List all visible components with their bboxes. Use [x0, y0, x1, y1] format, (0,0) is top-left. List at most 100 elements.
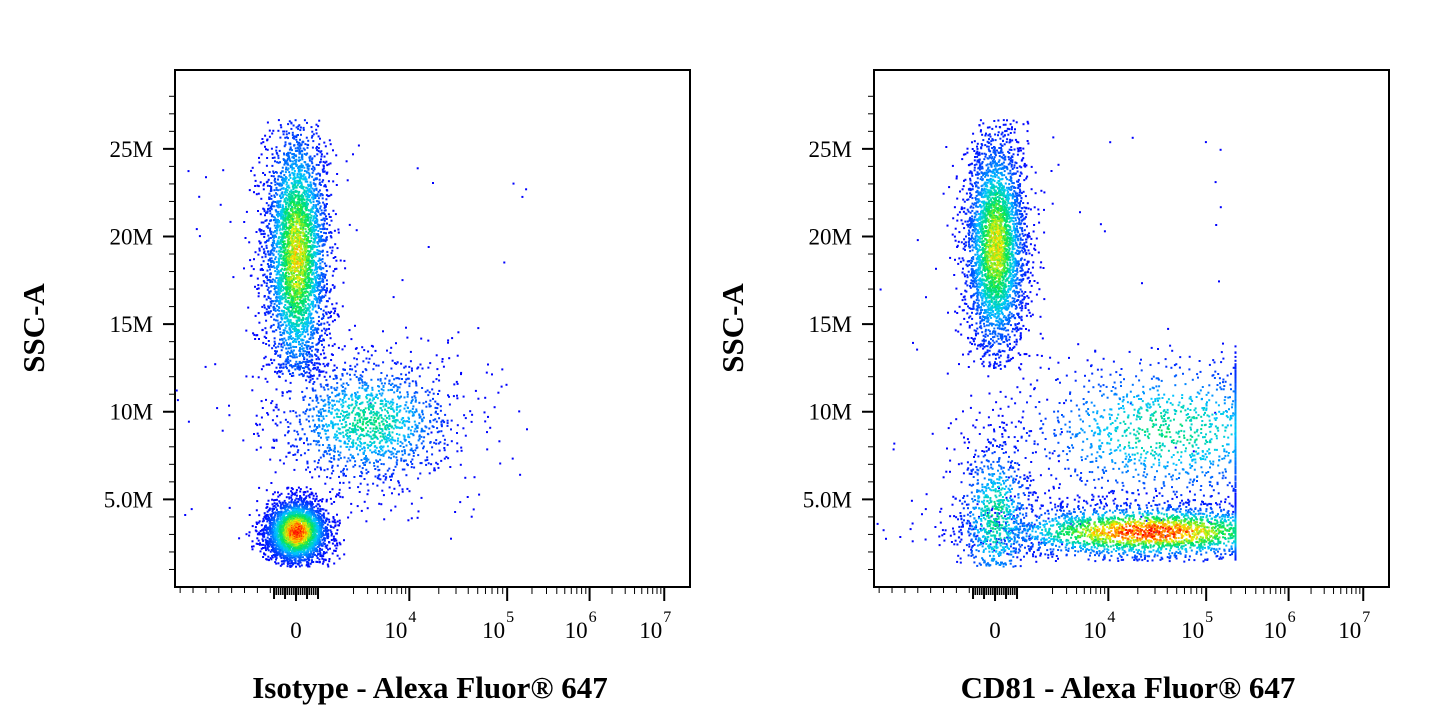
- data-point: [399, 440, 402, 443]
- data-point: [325, 527, 328, 530]
- data-point: [429, 419, 432, 422]
- data-point: [303, 442, 305, 445]
- data-point: [289, 342, 292, 345]
- data-point: [297, 182, 300, 185]
- data-point: [339, 495, 342, 498]
- data-point: [362, 360, 365, 363]
- data-point: [258, 321, 261, 324]
- data-point: [324, 311, 327, 314]
- data-point: [354, 460, 357, 463]
- data-point: [285, 324, 288, 327]
- data-point: [313, 283, 316, 286]
- data-point: [369, 440, 372, 443]
- data-point: [298, 510, 300, 512]
- data-point: [374, 451, 377, 454]
- data-point: [438, 430, 441, 433]
- data-point: [304, 371, 307, 374]
- data-point: [390, 405, 393, 408]
- data-point: [260, 221, 263, 224]
- data-point: [306, 143, 309, 146]
- data-point: [277, 154, 280, 157]
- data-point: [289, 346, 292, 349]
- data-point: [319, 515, 322, 518]
- data-point: [303, 452, 306, 455]
- data-point: [409, 429, 412, 432]
- data-point: [318, 561, 321, 563]
- data-point: [322, 519, 325, 522]
- data-point: [355, 396, 358, 399]
- data-point: [384, 435, 387, 438]
- data-point: [308, 381, 311, 384]
- data-point: [308, 548, 311, 551]
- data-point: [325, 384, 328, 386]
- data-point: [411, 398, 414, 401]
- data-point: [306, 437, 308, 440]
- data-point: [349, 459, 352, 462]
- data-point: [274, 270, 277, 273]
- data-point: [289, 143, 292, 146]
- data-point: [433, 469, 436, 472]
- data-point: [317, 518, 320, 521]
- data-point: [267, 239, 270, 242]
- data-point: [334, 310, 336, 313]
- data-point: [257, 312, 260, 315]
- data-point: [278, 307, 281, 309]
- data-point: [358, 382, 361, 385]
- data-point: [311, 210, 314, 213]
- data-point: [331, 391, 334, 394]
- data-point: [256, 288, 259, 290]
- data-point: [462, 395, 465, 398]
- data-point: [338, 428, 341, 430]
- data-point: [420, 496, 423, 499]
- data-point: [285, 347, 288, 350]
- data-point: [320, 240, 323, 243]
- data-point: [310, 160, 313, 163]
- data-point: [338, 541, 341, 544]
- data-point: [302, 493, 305, 496]
- data-point: [316, 149, 319, 152]
- data-point: [275, 285, 278, 288]
- data-point: [368, 412, 371, 415]
- data-point: [275, 226, 278, 229]
- data-point: [370, 444, 373, 446]
- data-point: [275, 188, 278, 191]
- data-point: [311, 278, 314, 280]
- data-point: [269, 253, 272, 256]
- data-point: [377, 475, 380, 478]
- data-point: [262, 260, 265, 263]
- data-point: [324, 545, 327, 548]
- data-point: [274, 514, 277, 517]
- data-point: [253, 333, 256, 336]
- data-point: [364, 389, 367, 392]
- data-point: [286, 344, 289, 347]
- data-point: [267, 540, 270, 543]
- data-point: [335, 438, 338, 441]
- data-point: [310, 126, 313, 129]
- data-point: [255, 509, 258, 512]
- data-point: [309, 306, 312, 309]
- data-point: [305, 163, 308, 166]
- data-point: [314, 197, 317, 199]
- data-point: [290, 445, 292, 448]
- data-point: [286, 487, 289, 490]
- data-point: [325, 237, 328, 240]
- data-point: [315, 221, 318, 224]
- data-point: [291, 562, 293, 565]
- data-point: [273, 249, 276, 252]
- data-point: [400, 362, 403, 365]
- data-point: [313, 275, 316, 278]
- data-point: [315, 173, 318, 176]
- data-point: [328, 558, 331, 560]
- data-point: [356, 397, 359, 400]
- data-point: [295, 565, 297, 568]
- data-point: [341, 496, 344, 499]
- data-point: [367, 393, 370, 396]
- data-point: [288, 364, 291, 367]
- data-point: [333, 369, 336, 371]
- data-point: [306, 504, 309, 507]
- data-point: [361, 467, 364, 470]
- data-point: [285, 512, 288, 515]
- data-point: [266, 184, 269, 187]
- data-point: [297, 366, 300, 369]
- data-point: [388, 467, 391, 470]
